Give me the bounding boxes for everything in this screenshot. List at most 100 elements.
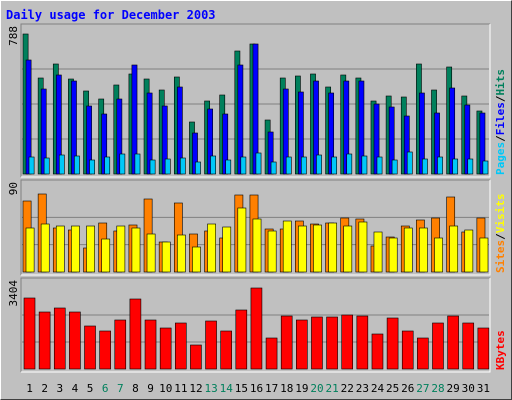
panel-hits-files-pages: 788 Pages/Files/Hits [7, 23, 507, 178]
bar-pages-day-3 [58, 154, 65, 175]
panel-border-light [21, 180, 491, 276]
panel-bars [22, 33, 489, 175]
bar-pages-day-6 [104, 156, 111, 175]
bar-pages-day-28 [437, 156, 443, 175]
bar-visits-day-3 [55, 225, 65, 273]
day-label-6: 6 [102, 382, 109, 395]
day-label-17: 17 [265, 382, 278, 395]
bar-files-day-14 [222, 113, 229, 175]
bar-pages-day-19 [301, 156, 307, 175]
day-label-28: 28 [431, 382, 444, 395]
bar-pages-day-17 [270, 161, 277, 175]
day-label-15: 15 [235, 382, 248, 395]
legend-visits: Visits [494, 194, 507, 234]
bar-files-day-5 [86, 105, 92, 175]
bar-visits-day-23 [358, 221, 368, 273]
legend-hits: Hits [494, 69, 507, 96]
bar-pages-day-18 [285, 156, 292, 175]
bar-visits-day-11 [176, 234, 186, 273]
bar-kbytes-day-17 [265, 337, 278, 370]
day-label-21: 21 [326, 382, 339, 395]
bar-pages-day-9 [149, 159, 156, 175]
panel-legend: KBytes [494, 330, 507, 370]
bar-visits-day-26 [403, 227, 413, 273]
bar-files-day-8 [131, 64, 138, 175]
bar-visits-day-29 [449, 225, 459, 273]
day-label-19: 19 [295, 382, 308, 395]
bar-visits-day-30 [464, 229, 474, 273]
day-label-4: 4 [72, 382, 79, 395]
day-label-29: 29 [447, 382, 460, 395]
bar-visits-day-28 [434, 237, 443, 273]
bar-files-day-25 [388, 106, 395, 175]
bar-visits-day-9 [146, 233, 156, 273]
day-label-16: 16 [250, 382, 263, 395]
bar-pages-day-20 [316, 154, 322, 175]
bar-kbytes-day-14 [220, 330, 232, 370]
panel-sites-visits: 90 Sites/Visits [7, 179, 507, 276]
panel-max-label: 788 [7, 26, 20, 46]
bar-visits-day-8 [131, 227, 141, 273]
bar-files-day-29 [449, 87, 456, 175]
bar-visits-day-2 [40, 223, 50, 273]
bar-kbytes-day-28 [432, 322, 444, 370]
bar-pages-day-15 [240, 156, 247, 175]
bar-pages-day-10 [164, 158, 171, 175]
bar-pages-day-11 [179, 157, 186, 175]
bar-files-day-6 [101, 113, 108, 175]
panel-max-label: 90 [7, 182, 20, 195]
bar-visits-day-21 [328, 222, 338, 273]
bar-kbytes-day-2 [38, 311, 51, 370]
bar-kbytes-day-11 [174, 322, 187, 370]
panel-legend: Sites/Visits [494, 194, 507, 274]
bar-kbytes-day-31 [477, 327, 490, 370]
bar-kbytes-day-13 [205, 320, 217, 370]
bar-visits-day-19 [298, 225, 307, 273]
bar-pages-day-30 [467, 158, 474, 175]
panel-bars [22, 193, 489, 273]
bar-kbytes-day-18 [280, 315, 293, 370]
legend-separator: / [494, 233, 507, 240]
panel-legend: Pages/Files/Hits [494, 69, 507, 175]
bar-files-day-26 [403, 115, 410, 175]
bar-pages-day-25 [391, 159, 398, 175]
bar-kbytes-day-5 [84, 325, 96, 370]
bar-files-day-1 [25, 59, 32, 175]
bar-files-day-28 [434, 112, 440, 175]
bar-pages-day-7 [119, 153, 126, 175]
panel-max-label: 3404 [7, 280, 20, 307]
bar-visits-day-1 [25, 227, 35, 273]
bar-kbytes-day-15 [235, 309, 248, 370]
panel-border-light [21, 278, 491, 373]
bar-kbytes-day-3 [53, 307, 66, 370]
day-label-27: 27 [416, 382, 429, 395]
bar-pages-day-1 [28, 156, 35, 175]
bar-visits-day-20 [313, 224, 322, 273]
day-label-24: 24 [371, 382, 385, 395]
bar-files-day-13 [207, 108, 213, 175]
day-label-8: 8 [132, 382, 139, 395]
day-label-13: 13 [204, 382, 217, 395]
bar-visits-day-31 [479, 237, 489, 273]
day-label-14: 14 [220, 382, 234, 395]
bar-pages-day-24 [376, 156, 383, 175]
bar-pages-day-16 [255, 152, 262, 175]
day-label-12: 12 [189, 382, 202, 395]
day-label-26: 26 [401, 382, 414, 395]
bar-files-day-16 [252, 43, 259, 175]
bar-files-day-10 [161, 105, 168, 175]
bar-visits-day-22 [343, 225, 353, 273]
bar-kbytes-day-21 [326, 316, 338, 370]
day-label-7: 7 [117, 382, 124, 395]
day-label-31: 31 [477, 382, 490, 395]
bar-visits-day-18 [282, 220, 292, 273]
bar-files-day-2 [40, 88, 47, 175]
bar-kbytes-day-29 [447, 315, 459, 370]
bar-visits-day-4 [71, 225, 80, 273]
chart-title: Daily usage for December 2003 [6, 8, 216, 22]
day-label-1: 1 [26, 382, 33, 395]
day-label-22: 22 [341, 382, 354, 395]
legend-separator: / [494, 95, 507, 102]
panel-bars [23, 287, 490, 370]
